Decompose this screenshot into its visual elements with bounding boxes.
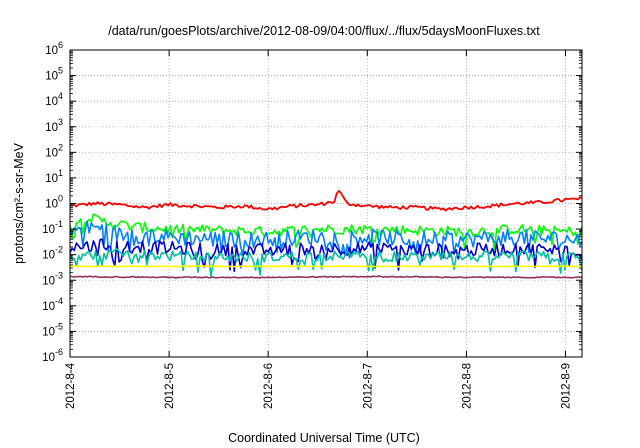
x-axis-label: Coordinated Universal Time (UTC) [228, 431, 420, 445]
y-axis-label: protons/cm²-s-sr-MeV [12, 142, 26, 264]
flux-series-line [69, 247, 583, 277]
y-tick-label: 103 [45, 117, 63, 134]
flux-series-line [69, 275, 583, 279]
y-tick-label: 10-4 [42, 296, 63, 313]
x-tick-label: 2012-8-8 [461, 363, 473, 409]
x-tick-label: 2012-8-4 [65, 362, 77, 409]
y-tick-label: 102 [45, 142, 63, 159]
x-axis-ticks: 2012-8-4 2012-8-5 2012-8-6 2012-8-7 2012-8-8… [65, 50, 572, 409]
y-tick-label: 10-1 [42, 219, 63, 236]
x-tick-label: 2012-8-9 [560, 363, 572, 409]
y-tick-label: 105 [45, 66, 63, 83]
flux-series-line [69, 213, 583, 252]
y-tick-label: 104 [45, 91, 63, 108]
y-tick-label: 100 [45, 194, 63, 211]
y-tick-label: 10-5 [42, 321, 63, 338]
flux-series-line [69, 190, 583, 212]
x-tick-label: 2012-8-7 [362, 363, 374, 409]
x-tick-label: 2012-8-6 [263, 363, 275, 409]
chart-title: /data/run/goesPlots/archive/2012-08-09/0… [108, 24, 540, 38]
y-tick-label: 10-3 [42, 270, 63, 287]
y-tick-label: 10-6 [42, 347, 63, 364]
series-lines [69, 190, 583, 279]
y-axis-ticks: 10-6 10-5 10-4 10-3 10-2 10-1 100 101 102 103 104 1… [42, 40, 582, 364]
x-tick-label: 2012-8-5 [164, 363, 176, 409]
y-tick-label: 106 [45, 40, 63, 57]
flux-series-line [70, 265, 583, 268]
y-tick-label: 10-2 [42, 245, 63, 262]
y-tick-label: 101 [45, 168, 63, 185]
